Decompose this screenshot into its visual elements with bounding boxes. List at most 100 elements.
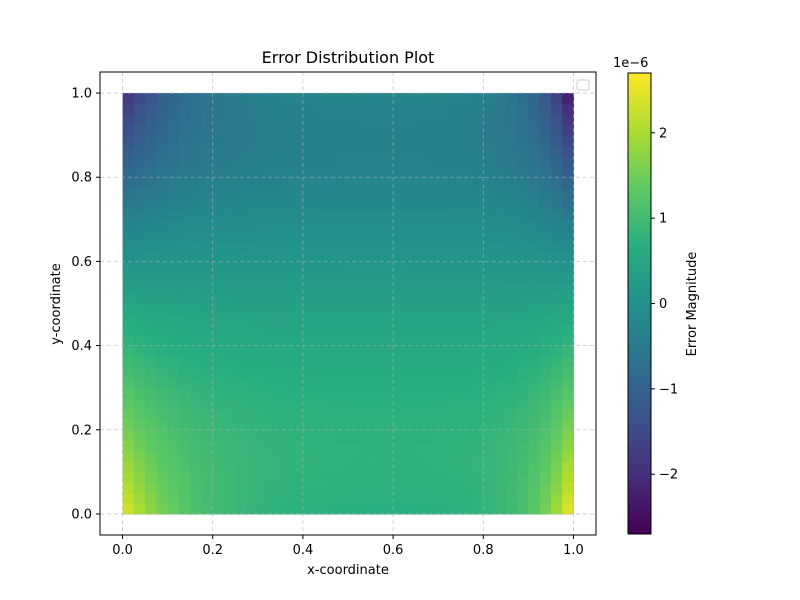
heat-cell xyxy=(314,314,327,326)
heat-cell xyxy=(122,503,135,515)
heat-cell xyxy=(178,429,191,441)
heat-cell xyxy=(314,208,327,220)
heat-cell xyxy=(393,450,405,462)
heat-cell xyxy=(257,408,270,420)
heat-cell xyxy=(314,356,327,368)
heat-cell xyxy=(460,208,473,220)
heat-cell xyxy=(291,503,304,515)
heat-cell xyxy=(145,219,157,231)
heat-cell xyxy=(156,271,169,284)
heat-cell xyxy=(539,461,552,473)
heat-cell xyxy=(257,156,270,168)
heat-cell xyxy=(494,345,507,357)
heat-cell xyxy=(336,261,349,273)
heat-cell xyxy=(393,492,405,505)
heat-cell xyxy=(517,440,529,452)
heat-cell xyxy=(336,124,349,136)
heat-cell xyxy=(404,482,417,494)
heat-cell xyxy=(472,166,484,178)
heat-cell xyxy=(336,135,349,147)
heat-cell xyxy=(246,471,259,483)
heat-cell xyxy=(280,398,293,410)
heat-cell xyxy=(415,398,428,410)
heat-cell xyxy=(269,219,281,231)
heat-cell xyxy=(393,429,405,441)
heat-cell xyxy=(550,314,563,326)
heat-cell xyxy=(370,356,383,368)
heat-cell xyxy=(528,335,541,347)
heat-cell xyxy=(472,461,484,473)
heat-cell xyxy=(505,461,518,473)
heat-cell xyxy=(426,198,439,210)
heat-cell xyxy=(190,377,203,389)
heat-cell xyxy=(201,366,214,378)
heat-cell xyxy=(494,219,507,231)
heat-cell xyxy=(404,166,417,178)
colorbar-tick-label: −1 xyxy=(659,382,678,397)
heat-cell xyxy=(178,187,191,199)
heat-cell xyxy=(449,292,462,305)
heat-cell xyxy=(145,471,157,483)
heat-cell xyxy=(539,124,552,136)
heat-cell xyxy=(314,271,327,284)
heat-cell xyxy=(145,103,157,115)
heat-cell xyxy=(325,229,338,241)
heat-cell xyxy=(280,145,293,157)
heat-cell xyxy=(438,93,451,105)
heat-cell xyxy=(562,408,575,420)
heat-cell xyxy=(505,166,518,178)
heat-cell xyxy=(246,303,259,315)
heat-cell xyxy=(562,261,575,273)
heat-cell xyxy=(291,177,304,189)
heat-cell xyxy=(449,135,462,147)
heat-cell xyxy=(438,461,451,473)
heat-cell xyxy=(156,250,169,263)
heat-cell xyxy=(291,471,304,483)
heat-cell xyxy=(156,314,169,326)
heat-cell xyxy=(291,292,304,305)
heat-cell xyxy=(483,419,496,431)
heat-cell xyxy=(235,335,248,347)
heat-cell xyxy=(212,398,225,410)
heat-cell xyxy=(122,450,135,462)
heat-cell xyxy=(212,482,225,494)
heat-cell xyxy=(393,271,405,284)
heat-cell xyxy=(517,503,529,515)
heat-cell xyxy=(415,124,428,136)
heat-cell xyxy=(190,135,203,147)
heat-cell xyxy=(505,114,518,126)
heat-cell xyxy=(190,271,203,284)
heat-cell xyxy=(562,429,575,441)
heat-cell xyxy=(257,198,270,210)
heat-cell xyxy=(528,482,541,494)
heat-cell xyxy=(235,145,248,157)
heat-cell xyxy=(426,93,439,105)
heat-cell xyxy=(415,103,428,115)
heat-cell xyxy=(539,229,552,241)
heat-cell xyxy=(449,208,462,220)
heat-cell xyxy=(269,93,281,105)
heat-cell xyxy=(359,229,372,241)
heat-cell xyxy=(314,492,327,505)
heat-cell xyxy=(528,324,541,336)
heat-cell xyxy=(370,114,383,126)
heat-cell xyxy=(167,208,180,220)
heat-cell xyxy=(201,429,214,441)
heat-cell xyxy=(212,345,225,357)
heat-cell xyxy=(235,440,248,452)
heat-cell xyxy=(460,124,473,136)
y-tick-label: 0.6 xyxy=(71,255,92,270)
heat-cell xyxy=(438,482,451,494)
heat-cell xyxy=(348,450,360,462)
heat-cell xyxy=(269,461,281,473)
x-axis-label: x-coordinate xyxy=(307,563,389,578)
heat-cell xyxy=(426,282,439,294)
heat-cell xyxy=(156,177,169,189)
heat-cell xyxy=(426,429,439,441)
heat-cell xyxy=(370,282,383,294)
heat-cell xyxy=(472,482,484,494)
heat-cell xyxy=(302,387,315,399)
heat-cell xyxy=(449,440,462,452)
heat-cell xyxy=(212,208,225,220)
heat-cell xyxy=(122,114,135,126)
